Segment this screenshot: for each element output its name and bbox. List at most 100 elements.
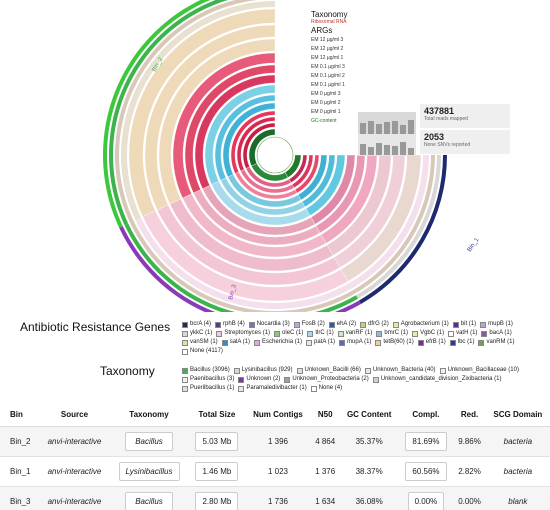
col-taxonomy: Taxonomy <box>109 404 189 427</box>
color-swatch <box>216 330 223 337</box>
args-legend-item: vanRF (1) <box>337 329 373 338</box>
cell-domain: bacteria <box>485 456 550 487</box>
taxonomy-legend-item: Unknown_Bacteria (40) <box>364 366 436 375</box>
args-legend-item: Streptomyces (1) <box>216 329 270 338</box>
taxonomy-legend-item: Unknown_candidate_division_Zixibacteria … <box>372 375 502 384</box>
layer-label: EM 12 µg/ml 2 <box>311 46 344 52</box>
args-legend-item: ykkC (1) <box>182 329 212 338</box>
stat-histogram <box>358 112 416 156</box>
color-swatch <box>439 367 446 374</box>
layer-label: EM 0 µg/ml 1 <box>311 109 341 115</box>
args-legend-label: rphB (4) <box>223 321 245 327</box>
args-legend-label: lbc (1) <box>457 339 475 345</box>
taxonomy-box[interactable]: Bacillus <box>125 491 173 510</box>
size-box[interactable]: 5.03 Mb <box>195 431 239 451</box>
size-box[interactable]: 2.80 Mb <box>195 491 239 510</box>
cell-contigs: 1 023 <box>245 456 311 487</box>
cell-domain: bacteria <box>485 426 550 457</box>
taxonomy-legend-label: Unknown_Bacilli (66) <box>304 367 361 373</box>
sample-rings <box>109 0 441 312</box>
args-legend-items: bcrA (4) rphB (4) Nocardia (3) FosB (2) ehA … <box>182 320 538 356</box>
completion-box[interactable]: 60.56% <box>405 461 447 481</box>
table-row[interactable]: Bin_3 anvi-interactive Bacillus 2.80 Mb … <box>0 486 550 510</box>
col-n50: N50 <box>310 404 340 427</box>
histogram-bar <box>400 125 406 134</box>
color-swatch <box>372 376 379 383</box>
color-swatch <box>339 339 346 346</box>
args-legend-item: dfrG (2) <box>360 320 389 329</box>
table-row[interactable]: Bin_2 anvi-interactive Bacillus 5.03 Mb … <box>0 426 550 457</box>
taxonomy-legend-item: Unknown_Bacilli (66) <box>296 366 361 375</box>
cell-bin: Bin_3 <box>0 486 40 510</box>
col-redundancy: Red. <box>453 404 486 427</box>
col-scg-domain: SCG Domain <box>485 404 550 427</box>
taxonomy-legend-item: Bacillus (3096) <box>182 366 230 375</box>
cell-redundancy: 9.86% <box>453 426 486 457</box>
args-legend-item: Agrobacterium (1) <box>392 320 449 329</box>
args-legend-label: ehA (2) <box>336 321 357 327</box>
stat-total-reads-value: 437881 <box>424 106 455 116</box>
args-legend-item: oleC (1) <box>274 329 303 338</box>
histogram-bar <box>376 124 382 134</box>
completion-box[interactable]: 81.69% <box>405 431 447 451</box>
taxonomy-ring-bacillus <box>124 223 358 312</box>
cell-redundancy: 0.00% <box>453 486 486 510</box>
layer-label: EM 0 µg/ml 3 <box>311 91 341 97</box>
completion-box[interactable]: 0.00% <box>407 491 445 510</box>
cell-gc: 38.37% <box>339 456 399 487</box>
color-swatch <box>337 330 344 337</box>
color-swatch <box>254 339 261 346</box>
args-legend-label: efrB (1) <box>425 339 446 345</box>
cell-bin: Bin_1 <box>0 456 40 487</box>
taxonomy-box[interactable]: Bacillus <box>125 431 173 451</box>
histogram-bar <box>368 146 374 155</box>
args-legend-label: Nocardia (3) <box>256 321 290 327</box>
table-row[interactable]: Bin_1 anvi-interactive Lysinibacillus 1.… <box>0 456 550 487</box>
taxonomy-legend-label: Puerilbacillus (1) <box>190 385 235 391</box>
args-legend-item: rphB (4) <box>215 320 245 329</box>
bins-table: Bin Source Taxonomy Total Size Num Conti… <box>0 404 550 510</box>
cell-n50: 1 376 <box>310 456 340 487</box>
col-num-contigs: Num Contigs <box>245 404 311 427</box>
taxonomy-legend-label: Lysinibacillus (929) <box>241 367 293 373</box>
args-legend-item: tlrC (1) <box>307 329 334 338</box>
histogram-bar <box>376 143 382 155</box>
args-legend-label: vanSM (1) <box>190 339 218 345</box>
color-swatch <box>412 330 419 337</box>
dendrogram <box>256 136 294 174</box>
col-source: Source <box>39 404 110 427</box>
color-swatch <box>274 330 281 337</box>
color-swatch <box>448 330 455 337</box>
histogram-bar <box>368 120 374 134</box>
layer-label: EM 12 µg/ml 3 <box>311 37 344 43</box>
args-legend-item: vatH (1) <box>448 329 477 338</box>
args-legend-label: vanRF (1) <box>345 330 373 336</box>
args-legend-item: bacA (1) <box>481 329 512 338</box>
color-swatch <box>481 330 488 337</box>
layer-label: ARGs <box>311 26 332 35</box>
taxonomy-legend-item: Puerilbacillus (1) <box>182 384 234 393</box>
bin-label: Bin_1 <box>467 237 481 254</box>
args-legend-label: bit (1) <box>460 321 477 327</box>
cell-contigs: 1 396 <box>245 426 311 457</box>
size-box[interactable]: 1.46 Mb <box>195 461 239 481</box>
color-swatch <box>182 330 188 337</box>
args-legend-item: bit (1) <box>452 320 477 329</box>
bin-arcs <box>103 0 447 312</box>
cell-bin: Bin_2 <box>0 426 40 457</box>
bin1-sector-ring <box>184 64 276 194</box>
taxonomy-legend-title: Taxonomy <box>100 364 155 378</box>
args-legend-label: ykkC (1) <box>190 330 213 336</box>
taxonomy-legend-label: Bacillus (3096) <box>190 367 230 373</box>
layer-label: EM 0 µg/ml 2 <box>311 100 341 106</box>
cell-source: anvi-interactive <box>39 426 110 457</box>
color-swatch <box>182 339 188 346</box>
args-legend-item: lbc (1) <box>449 338 475 347</box>
args-legend-item: bcrA (4) <box>182 320 211 329</box>
taxonomy-legend-label: Unknown_candidate_division_Zixibacteria … <box>380 376 502 382</box>
bin1-sector-ring <box>248 128 276 167</box>
args-legend-item: vanSM (1) <box>182 338 218 347</box>
args-legend-item: Nocardia (3) <box>248 320 290 329</box>
color-swatch <box>364 367 371 374</box>
taxonomy-box[interactable]: Lysinibacillus <box>118 461 180 481</box>
